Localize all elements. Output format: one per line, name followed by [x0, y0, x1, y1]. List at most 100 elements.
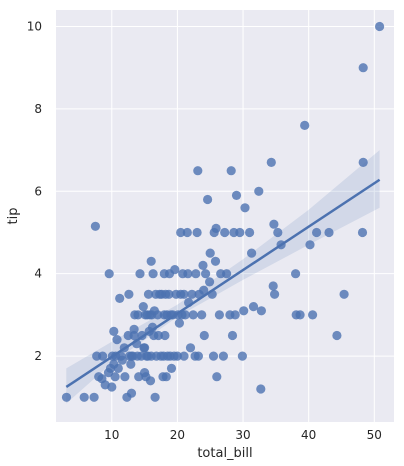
- data-point: [201, 269, 211, 279]
- data-point: [235, 227, 245, 238]
- data-point: [218, 351, 228, 361]
- data-point: [245, 227, 255, 238]
- data-point: [150, 392, 160, 402]
- data-point: [98, 351, 108, 361]
- y-tick-label: 10: [27, 19, 42, 33]
- data-point: [182, 227, 192, 238]
- y-axis-label: tip: [6, 208, 21, 225]
- data-point: [198, 260, 208, 270]
- data-point: [230, 310, 240, 320]
- data-point: [240, 203, 250, 213]
- data-point: [172, 351, 182, 361]
- data-point: [153, 310, 163, 320]
- data-point: [143, 289, 154, 299]
- data-point: [193, 166, 203, 176]
- data-point: [273, 227, 283, 238]
- grid-lines: [56, 10, 394, 422]
- data-point: [179, 289, 189, 299]
- data-point: [300, 120, 310, 130]
- data-point: [166, 363, 177, 373]
- data-point: [90, 221, 100, 231]
- data-point: [270, 289, 280, 299]
- x-tick-label: 40: [301, 428, 316, 442]
- data-point: [140, 343, 150, 353]
- data-point: [107, 382, 117, 392]
- x-tick-labels: 10 20 30 40 50: [104, 428, 382, 442]
- data-point: [160, 330, 170, 341]
- data-point: [305, 240, 315, 250]
- data-point: [117, 355, 127, 365]
- data-point: [197, 310, 207, 320]
- data-point: [187, 289, 197, 299]
- data-point: [176, 227, 186, 238]
- data-point: [220, 227, 230, 238]
- data-point: [120, 372, 130, 382]
- data-point: [193, 351, 203, 361]
- data-point: [256, 306, 266, 316]
- data-point: [180, 310, 190, 320]
- data-point: [247, 248, 257, 258]
- x-tick-label: 30: [235, 428, 250, 442]
- data-point: [138, 302, 148, 312]
- data-point: [161, 372, 171, 382]
- data-point: [164, 289, 174, 299]
- data-point: [256, 384, 266, 394]
- data-point: [188, 310, 198, 320]
- data-point: [79, 392, 89, 402]
- data-point: [357, 227, 368, 238]
- data-point: [211, 223, 221, 233]
- y-tick-label: 8: [34, 102, 42, 116]
- data-point: [179, 351, 189, 361]
- data-point: [191, 269, 201, 279]
- data-point: [227, 330, 238, 341]
- data-point: [205, 277, 215, 287]
- regression-line: [65, 178, 381, 389]
- data-point: [146, 256, 156, 266]
- data-point: [203, 194, 213, 205]
- data-point: [199, 285, 209, 295]
- data-point: [295, 310, 305, 320]
- data-point: [239, 306, 249, 316]
- data-point: [185, 343, 196, 353]
- data-point: [113, 363, 123, 373]
- data-point: [126, 359, 136, 369]
- data-point: [133, 310, 143, 320]
- y-tick-labels: 2 4 6 8 10: [27, 19, 42, 363]
- data-point: [375, 21, 385, 32]
- data-point: [148, 269, 158, 279]
- data-point: [210, 256, 221, 266]
- data-point: [115, 293, 125, 303]
- data-point: [170, 265, 180, 275]
- data-point: [291, 269, 301, 279]
- data-point: [266, 157, 276, 167]
- data-point: [110, 372, 120, 382]
- data-point: [324, 227, 334, 238]
- data-point: [214, 310, 224, 320]
- data-point: [153, 330, 163, 341]
- scatter-points: [61, 21, 385, 402]
- data-point: [339, 289, 349, 299]
- x-tick-label: 50: [367, 428, 382, 442]
- data-point: [112, 335, 122, 345]
- data-point: [212, 372, 222, 382]
- data-point: [126, 388, 137, 398]
- data-point: [129, 324, 139, 334]
- y-tick-label: 2: [34, 349, 42, 363]
- data-point: [199, 330, 209, 341]
- data-point: [109, 326, 119, 336]
- data-point: [208, 351, 219, 361]
- data-point: [237, 351, 247, 361]
- data-point: [269, 219, 279, 229]
- data-point: [145, 376, 156, 386]
- data-point: [89, 392, 99, 402]
- data-point: [254, 186, 264, 196]
- data-point: [222, 269, 232, 279]
- data-point: [135, 269, 145, 279]
- data-point: [124, 289, 134, 299]
- data-point: [248, 302, 259, 312]
- data-point: [332, 330, 342, 341]
- y-tick-label: 4: [34, 267, 42, 281]
- data-point: [308, 310, 318, 320]
- x-tick-label: 20: [170, 428, 185, 442]
